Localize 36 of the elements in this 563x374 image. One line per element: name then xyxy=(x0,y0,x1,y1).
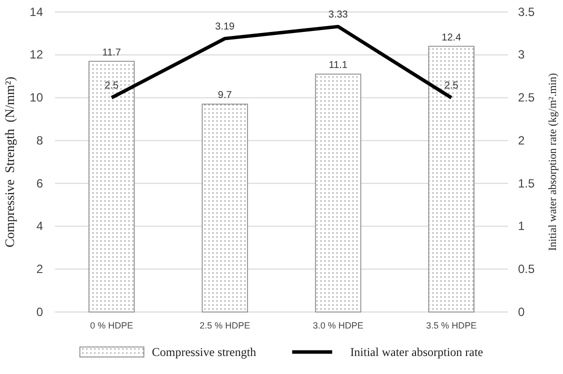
y2-tick-label: 2.5 xyxy=(518,90,536,105)
data-label: 2.5 xyxy=(444,80,459,92)
data-label: 3.33 xyxy=(328,10,348,21)
y-tick-label: 8 xyxy=(36,133,44,148)
text: Compressive strength xyxy=(152,345,256,359)
y-tick-label: 6 xyxy=(36,176,44,190)
y2-axis-title: Initial water absorption rate (kg/m².min) xyxy=(547,72,559,251)
data-label: 11.7 xyxy=(102,47,122,58)
x-tick-label: 3.5 % HDPE xyxy=(426,320,477,330)
bar xyxy=(428,46,474,312)
y-tick-label: 4 xyxy=(36,219,44,234)
y2-tick-label: 3 xyxy=(518,48,525,62)
data-label: 12.4 xyxy=(442,32,462,44)
data-label: 11.1 xyxy=(328,60,348,72)
data-label: 2.5 xyxy=(104,80,120,92)
bar xyxy=(202,104,248,312)
y-tick-label: 0 xyxy=(36,304,44,319)
y2-tick-label: 0.5 xyxy=(518,262,536,276)
y2-tick-label: 3.5 xyxy=(518,4,536,19)
x-tick-label: 0 % HDPE xyxy=(90,320,134,330)
y-tick-label: 2 xyxy=(36,262,44,276)
x-tick-label: 2.5 % HDPE xyxy=(200,320,250,330)
y-tick-label: 12 xyxy=(30,48,44,62)
x-tick-label: 3.0 % HDPE xyxy=(312,320,364,330)
legend-label: Initial water absorption rate xyxy=(350,345,484,359)
bar xyxy=(315,74,362,312)
data-label: 9.7 xyxy=(218,90,232,102)
data-label: 3.19 xyxy=(215,22,236,33)
bar xyxy=(88,60,135,312)
y2-tick-label: 1 xyxy=(518,219,525,234)
y-tick-label: 10 xyxy=(30,90,44,105)
y-tick-label: 14 xyxy=(30,4,44,19)
y2-tick-label: 2 xyxy=(518,133,525,148)
y-axis-title: Compressive Strength (N/mm²) xyxy=(2,76,17,248)
y2-tick-label: 0 xyxy=(518,304,525,319)
y2-tick-label: 1.5 xyxy=(518,176,536,190)
